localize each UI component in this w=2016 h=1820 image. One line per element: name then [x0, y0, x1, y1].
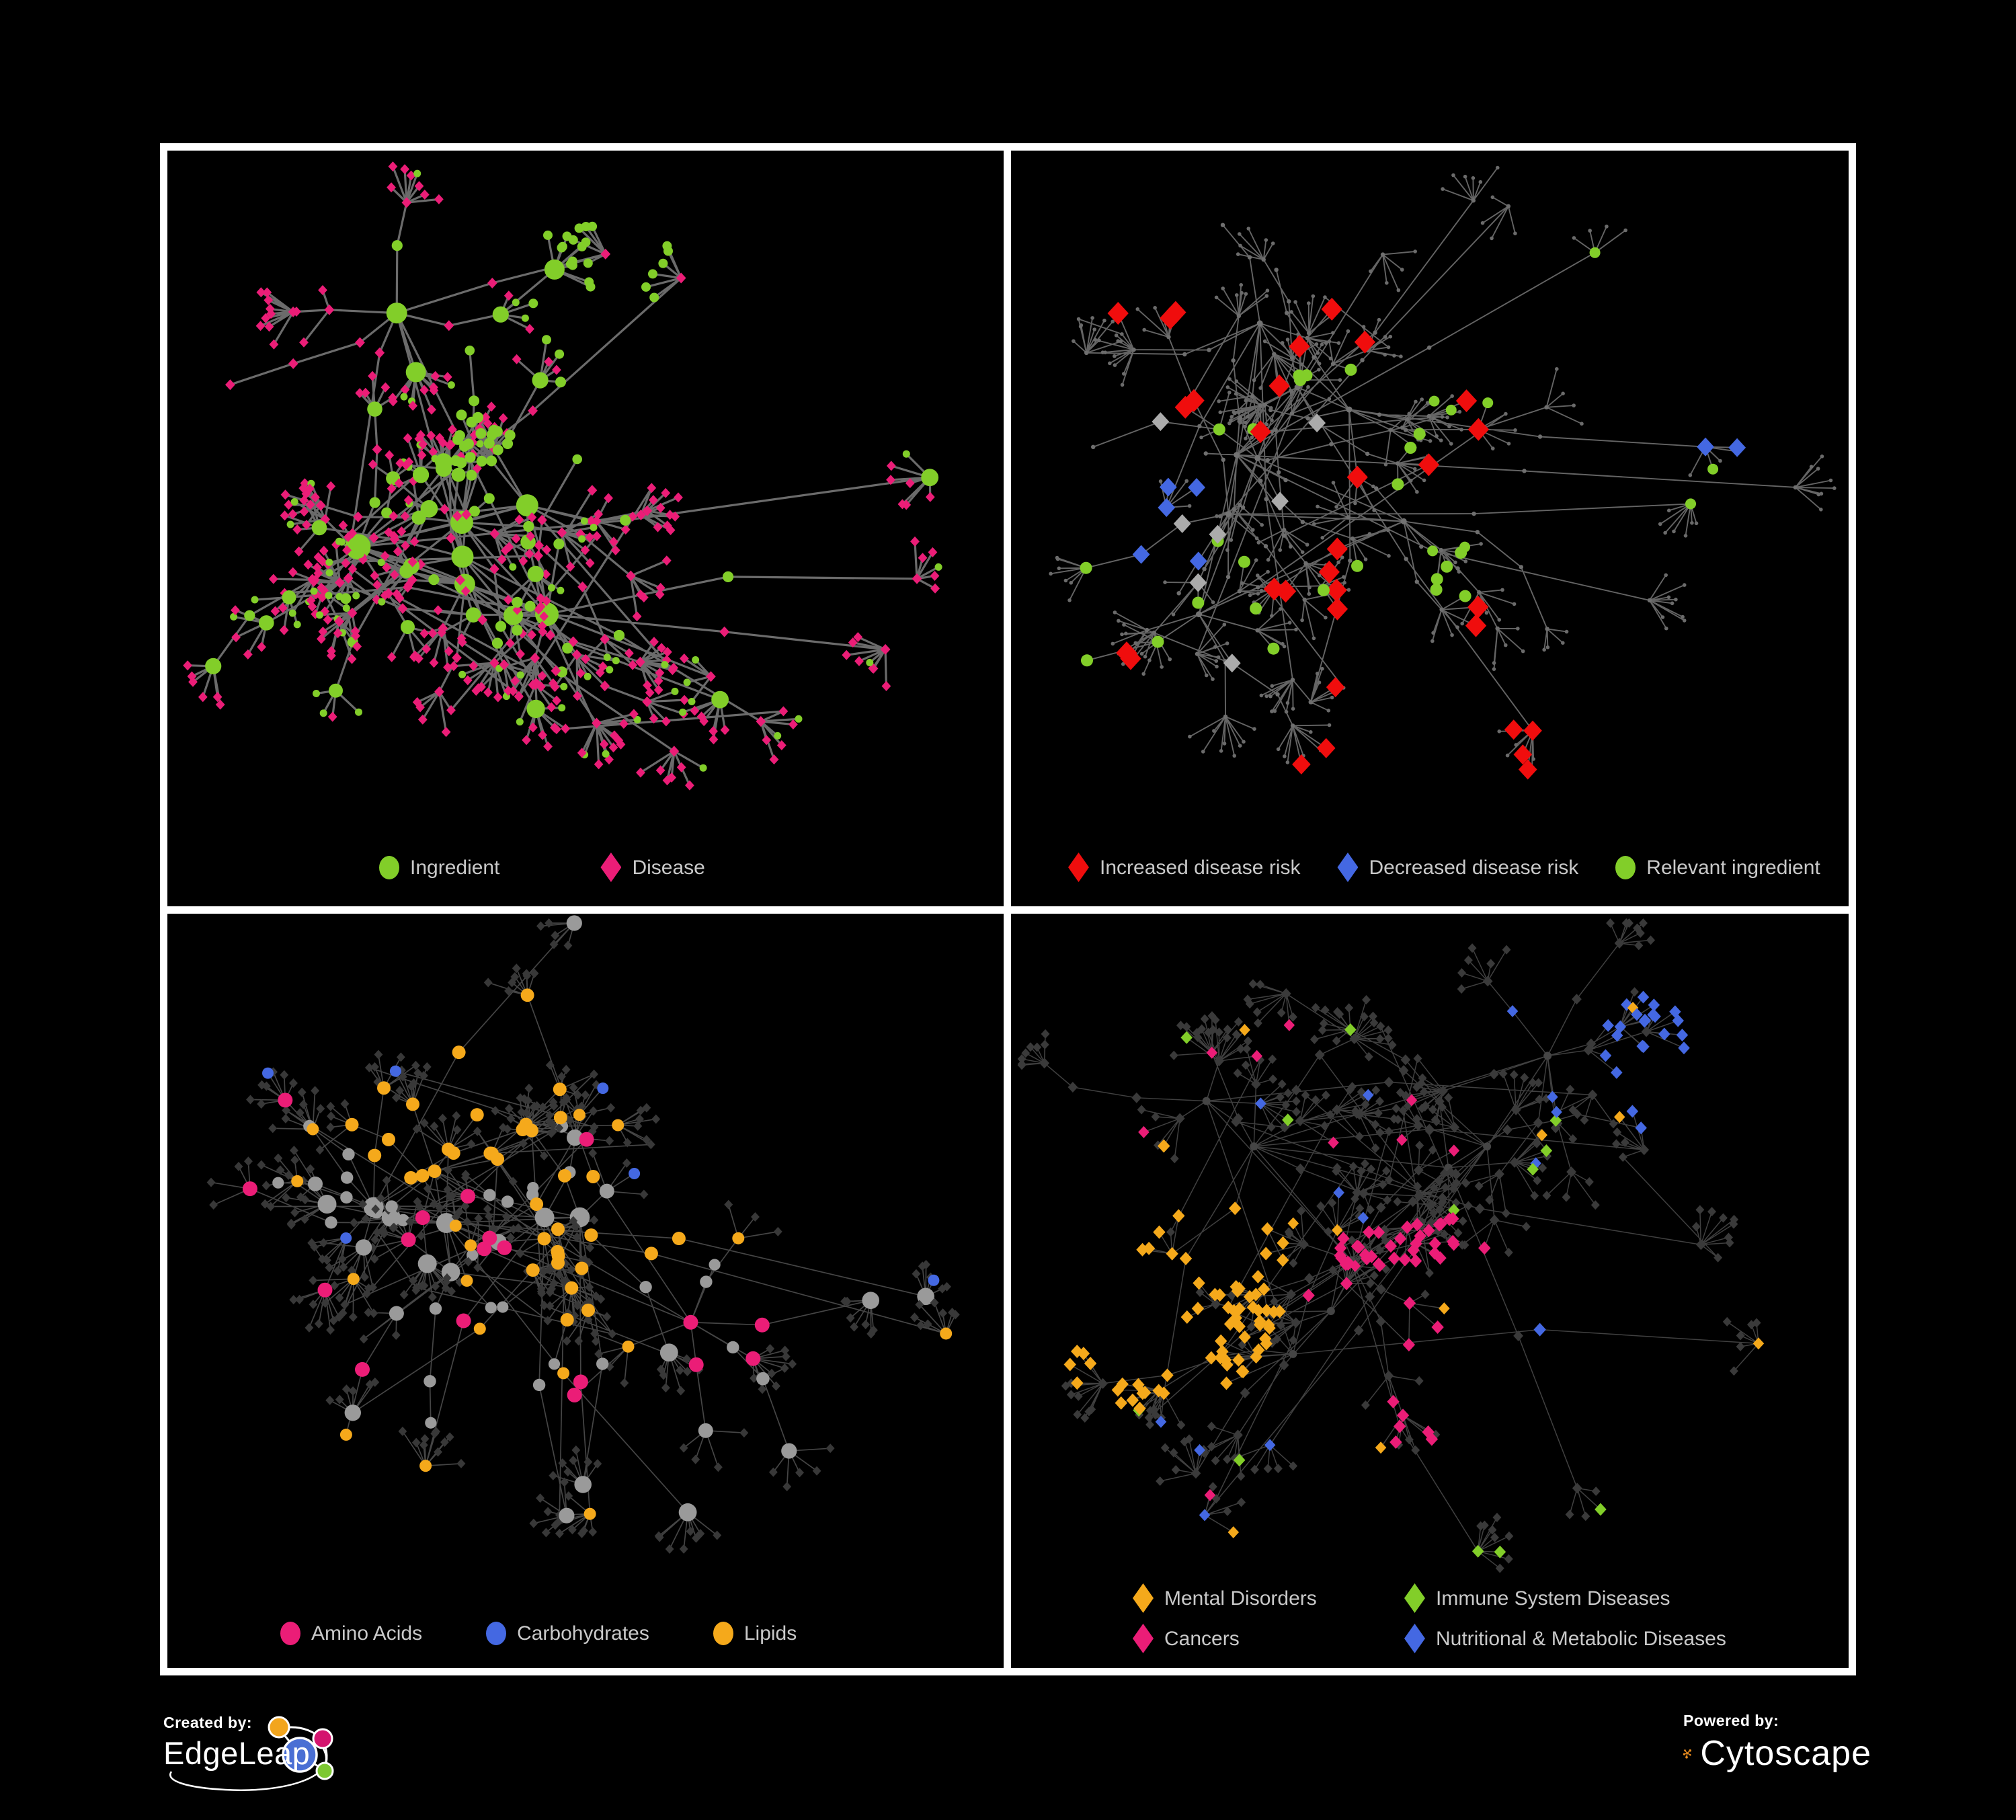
- edgeleap-node-green: [315, 1762, 334, 1780]
- legend-disease-risk: Increased disease risk Decreased disease…: [1068, 853, 1820, 882]
- cytoscape-logo-row: Cytoscape: [1683, 1733, 1871, 1774]
- legend-label: Mental Disorders: [1164, 1587, 1317, 1610]
- increased-risk-diamond-icon: [1068, 853, 1089, 882]
- legend-label: Ingredient: [410, 856, 500, 879]
- panel-disease-classes: Mental Disorders Immune System Diseases …: [1011, 914, 1849, 1668]
- legend-label: Increased disease risk: [1100, 856, 1301, 879]
- legend-label: Disease: [632, 856, 705, 879]
- legend-nutrients: Amino Acids Carbohydrates Lipids: [280, 1622, 797, 1645]
- relevant-ingredient-circle-icon: [1615, 855, 1636, 879]
- network-disease-classes: [1017, 918, 1765, 1573]
- ingredient-circle-icon: [379, 855, 399, 879]
- legend-item-disease: Disease: [600, 853, 705, 882]
- edgeleap-node-blue: [282, 1737, 318, 1773]
- panel-nutrients: Amino Acids Carbohydrates Lipids: [167, 914, 1004, 1668]
- panel-ingredient-disease: Ingredient Disease: [167, 151, 1004, 906]
- legend-item-nutritional-metabolic: Nutritional & Metabolic Diseases: [1404, 1624, 1726, 1653]
- legend-item-relevant-ingredient: Relevant ingredient: [1615, 855, 1820, 879]
- cytoscape-logo-edges: [1684, 1750, 1691, 1757]
- legend-label: Lipids: [743, 1622, 797, 1645]
- edgeleap-node-pink: [312, 1728, 333, 1749]
- created-by-label: Created by:: [163, 1714, 253, 1731]
- legend-item-immune-system-diseases: Immune System Diseases: [1404, 1583, 1726, 1613]
- cytoscape-branding: Powered by: Cytoscape: [1683, 1712, 1871, 1789]
- legend-item-lipids: Lipids: [713, 1622, 797, 1645]
- cytoscape-wordmark: Cytoscape: [1700, 1734, 1871, 1773]
- legend-label: Decreased disease risk: [1369, 856, 1579, 879]
- mental-disorders-diamond-icon: [1133, 1583, 1154, 1613]
- legend-item-mental-disorders: Mental Disorders: [1133, 1583, 1404, 1613]
- decreased-risk-diamond-icon: [1337, 853, 1359, 882]
- legend-label: Immune System Diseases: [1436, 1587, 1670, 1610]
- legend-label: Cancers: [1164, 1627, 1240, 1650]
- edgeleap-branding: Created by: EdgeLeap: [163, 1714, 365, 1801]
- legend-ingredient-disease: Ingredient Disease: [379, 853, 705, 882]
- edgeleap-logo-icon: [169, 1716, 334, 1791]
- network-disease-risk: [1049, 165, 1837, 780]
- edgeleap-node-orange: [268, 1716, 290, 1739]
- network-ingredient-disease: [183, 161, 942, 791]
- cytoscape-logo-icon: [1683, 1749, 1692, 1759]
- network-nutrients: [206, 915, 960, 1554]
- immune-system-diamond-icon: [1404, 1583, 1425, 1613]
- nutritional-metabolic-diamond-icon: [1404, 1624, 1425, 1653]
- disease-diamond-icon: [600, 853, 622, 882]
- amino-acids-circle-icon: [280, 1622, 300, 1645]
- panel-grid: Ingredient Disease Increased disease ris…: [160, 143, 1856, 1675]
- legend-label: Nutritional & Metabolic Diseases: [1436, 1627, 1726, 1650]
- legend-item-ingredient: Ingredient: [379, 855, 500, 879]
- lipids-circle-icon: [713, 1622, 733, 1645]
- legend-label: Amino Acids: [311, 1622, 423, 1645]
- legend-disease-classes: Mental Disorders Immune System Diseases …: [1133, 1583, 1726, 1653]
- cytoscape-logo-nodes: [1683, 1749, 1692, 1759]
- cancers-diamond-icon: [1133, 1624, 1154, 1653]
- panel-disease-risk: Increased disease risk Decreased disease…: [1011, 151, 1849, 906]
- legend-item-carbohydrates: Carbohydrates: [486, 1622, 649, 1645]
- legend-item-increased-risk: Increased disease risk: [1068, 853, 1300, 882]
- carbohydrates-circle-icon: [486, 1622, 507, 1645]
- legend-item-cancers: Cancers: [1133, 1624, 1404, 1653]
- edgeleap-wordmark: EdgeLeap: [163, 1735, 311, 1771]
- legend-label: Carbohydrates: [517, 1622, 649, 1645]
- legend-item-amino-acids: Amino Acids: [280, 1622, 422, 1645]
- powered-by-label: Powered by:: [1683, 1712, 1779, 1729]
- legend-label: Relevant ingredient: [1646, 856, 1820, 879]
- legend-item-decreased-risk: Decreased disease risk: [1337, 853, 1578, 882]
